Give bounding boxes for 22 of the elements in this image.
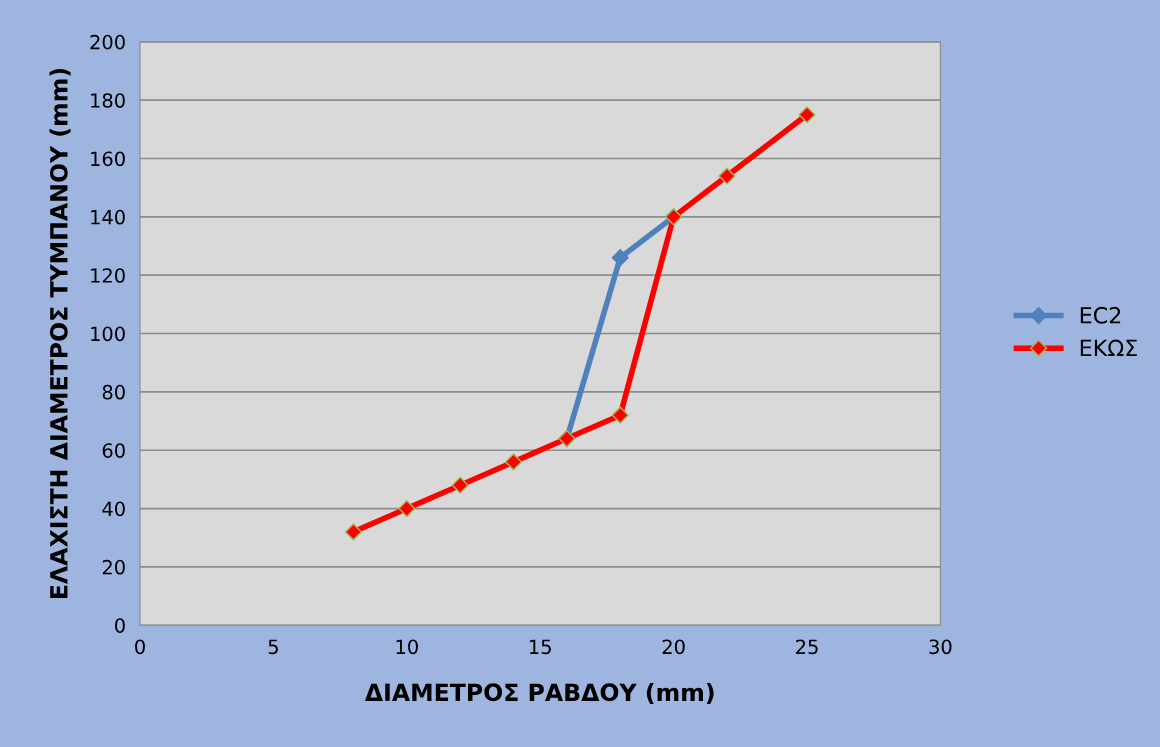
y-tick-label: 140 (91, 209, 125, 225)
y-tick-label: 160 (91, 151, 125, 167)
y-tick-label: 80 (102, 384, 125, 400)
y-tick-label: 120 (91, 268, 125, 283)
y-tick-label: 180 (91, 93, 125, 108)
x-tick-label: 20 (662, 639, 685, 655)
y-tick-label: 100 (91, 326, 125, 342)
legend-label: ΕΚΩΣ (1080, 339, 1137, 356)
x-tick-label: 15 (529, 639, 551, 655)
x-tick-label: 0 (135, 639, 145, 655)
y-tick-label: 200 (90, 34, 125, 50)
y-axis-title: ΕΛΑΧΙΣΤΗ ΔΙΑΜΕΤΡΟΣ ΤΥΜΠΑΝΟΥ (mm) (49, 68, 71, 599)
y-tick-label: 60 (102, 443, 125, 458)
x-tick-label: 5 (268, 639, 278, 655)
y-tick-label: 0 (115, 618, 125, 633)
y-tick-label: 40 (102, 501, 125, 517)
x-tick-label: 10 (396, 639, 418, 655)
x-axis-title: ΔΙΑΜΕΤΡΟΣ ΡΑΒΔΟΥ (mm) (364, 682, 714, 704)
x-tick-label: 25 (796, 639, 818, 655)
y-tick-label: 20 (102, 559, 125, 575)
x-tick-label: 30 (929, 639, 952, 655)
legend-label: EC2 (1080, 306, 1121, 324)
